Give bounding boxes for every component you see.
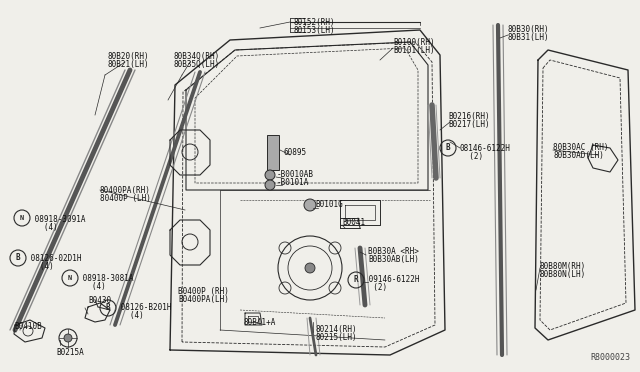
Text: 80B34Q(RH): 80B34Q(RH): [173, 52, 220, 61]
Text: B0217(LH): B0217(LH): [448, 120, 490, 129]
Text: 80B30AC (RH): 80B30AC (RH): [553, 143, 609, 152]
Text: B0100(RH): B0100(RH): [393, 38, 435, 47]
Text: B: B: [106, 304, 110, 312]
Text: 80B31(LH): 80B31(LH): [508, 33, 550, 42]
Text: 80153(LH): 80153(LH): [293, 26, 335, 35]
Text: 08918-3091A: 08918-3091A: [30, 215, 86, 224]
Circle shape: [265, 180, 275, 190]
Text: 80B35Q(LH): 80B35Q(LH): [173, 60, 220, 69]
Text: B0400PA(LH): B0400PA(LH): [178, 295, 229, 304]
Text: 80B20(RH): 80B20(RH): [107, 52, 148, 61]
Text: R8000023: R8000023: [590, 353, 630, 362]
Text: B0400P (RH): B0400P (RH): [178, 287, 229, 296]
Text: 80400P (LH): 80400P (LH): [100, 194, 151, 203]
Text: (4): (4): [26, 262, 54, 271]
Bar: [267, 135, 279, 170]
Text: (2): (2): [364, 283, 387, 292]
Text: 09146-6122H: 09146-6122H: [364, 275, 419, 284]
Text: B0B30A <RH>: B0B30A <RH>: [368, 247, 419, 256]
Text: 08126-02D1H: 08126-02D1H: [26, 254, 81, 263]
Text: B0B30AB(LH): B0B30AB(LH): [368, 255, 419, 264]
Text: 80400PA(RH): 80400PA(RH): [100, 186, 151, 195]
Text: 08146-6122H: 08146-6122H: [460, 144, 511, 153]
Text: B0216(RH): B0216(RH): [448, 112, 490, 121]
Text: -B0101A: -B0101A: [277, 178, 309, 187]
Text: 80B41+A: 80B41+A: [243, 318, 275, 327]
Text: 80B30(RH): 80B30(RH): [508, 25, 550, 34]
Text: 80152(RH): 80152(RH): [293, 18, 335, 27]
Text: B0041: B0041: [342, 218, 365, 227]
Text: (4): (4): [78, 282, 106, 291]
Text: B: B: [445, 144, 451, 153]
Text: B0430: B0430: [88, 296, 111, 305]
Text: (4): (4): [30, 223, 58, 232]
Text: 80B80M(RH): 80B80M(RH): [540, 262, 586, 271]
Text: 60895: 60895: [283, 148, 306, 157]
Text: N: N: [20, 215, 24, 221]
Circle shape: [305, 263, 315, 273]
Text: 80B80N(LH): 80B80N(LH): [540, 270, 586, 279]
Text: -B0010AB: -B0010AB: [277, 170, 314, 179]
Text: 08918-3081A: 08918-3081A: [78, 274, 134, 283]
Circle shape: [64, 334, 72, 342]
Text: B: B: [16, 253, 20, 263]
Circle shape: [304, 199, 316, 211]
Text: N: N: [68, 275, 72, 281]
Text: 80214(RH): 80214(RH): [315, 325, 356, 334]
Text: B0101G: B0101G: [315, 200, 343, 209]
Text: 80B21(LH): 80B21(LH): [107, 60, 148, 69]
Text: B0410B: B0410B: [14, 322, 42, 331]
Text: B0101(LH): B0101(LH): [393, 46, 435, 55]
Text: R: R: [354, 276, 358, 285]
Circle shape: [265, 170, 275, 180]
Text: (4): (4): [116, 311, 144, 320]
Text: 80215(LH): 80215(LH): [315, 333, 356, 342]
Text: (2): (2): [460, 152, 483, 161]
Text: B0215A: B0215A: [56, 348, 84, 357]
Text: 80B30AD(LH): 80B30AD(LH): [553, 151, 604, 160]
Text: 08126-B201H: 08126-B201H: [116, 303, 172, 312]
